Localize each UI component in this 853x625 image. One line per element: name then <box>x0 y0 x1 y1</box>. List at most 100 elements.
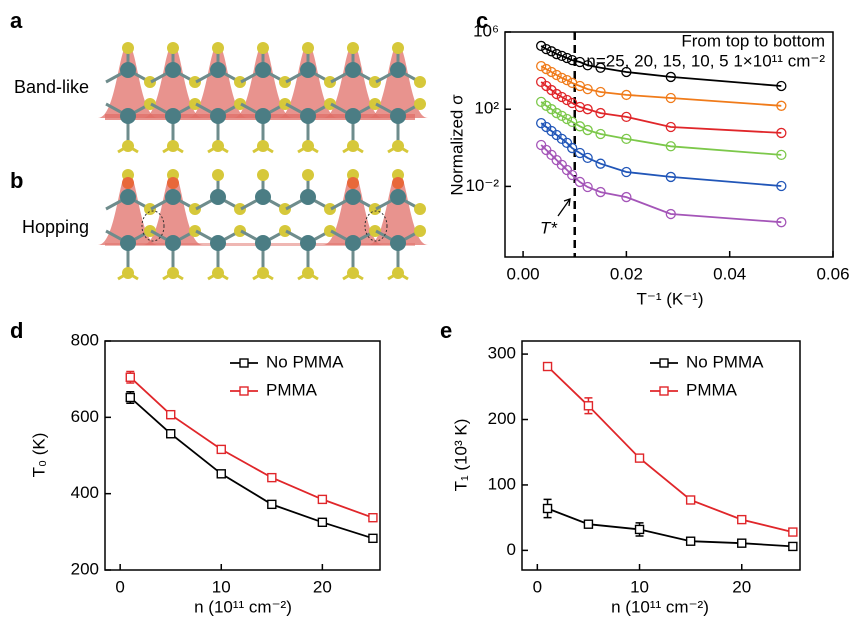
data-point <box>125 392 135 403</box>
x-axis-label: n (10¹¹ cm⁻²) <box>611 597 709 616</box>
data-point <box>583 519 594 529</box>
data-point <box>665 208 676 220</box>
series-line <box>540 45 782 87</box>
data-point <box>737 514 747 525</box>
panel-label: d <box>10 318 23 343</box>
data-point <box>776 217 787 228</box>
data-point <box>551 107 562 119</box>
data-point <box>634 524 645 535</box>
data-point <box>685 495 696 505</box>
y-tick-label: 200 <box>71 559 99 578</box>
band-like-diagram <box>98 40 428 154</box>
data-point <box>541 43 552 55</box>
diagram-caption: Hopping <box>22 217 89 237</box>
data-point <box>216 444 226 455</box>
series-line <box>129 396 374 540</box>
data-point <box>776 100 787 111</box>
data-point <box>166 429 176 439</box>
data-point <box>566 116 578 128</box>
data-point <box>536 40 547 52</box>
data-point <box>566 54 578 66</box>
plot-frame <box>521 340 801 571</box>
panel-label: c <box>476 8 488 33</box>
data-point <box>582 60 593 71</box>
data-point <box>566 169 578 181</box>
x-tick-label: 20 <box>313 577 332 596</box>
data-point <box>551 88 562 100</box>
y-axis-label: Normalized σ <box>447 94 466 196</box>
data-point <box>166 409 176 420</box>
data-point <box>595 107 606 119</box>
data-point <box>595 186 606 198</box>
data-point <box>583 401 594 411</box>
data-point <box>541 63 552 75</box>
data-point <box>665 171 676 183</box>
legend-label: No PMMA <box>266 352 344 371</box>
hopping-diagram <box>98 167 428 281</box>
y-tick-label: 10² <box>474 99 499 118</box>
y-axis-label: T₁ (10³ K) <box>451 419 470 492</box>
y-tick-label: 400 <box>71 483 99 502</box>
data-point <box>368 533 378 544</box>
data-point <box>317 494 328 505</box>
data-point <box>317 517 328 527</box>
annotation: n=25, 20, 15, 10, 5 1×10¹¹ cm⁻² <box>586 51 825 70</box>
data-point <box>546 66 557 78</box>
series-line <box>129 376 374 519</box>
x-tick-label: 0.00 <box>507 264 540 283</box>
annotation: From top to bottom <box>681 31 825 50</box>
data-point <box>556 110 567 122</box>
data-point <box>776 149 787 161</box>
data-point <box>595 62 606 73</box>
data-point <box>546 46 557 57</box>
panel-label: e <box>440 318 452 343</box>
x-tick-label: 20 <box>732 577 751 596</box>
legend-marker <box>239 358 249 368</box>
data-point <box>582 152 593 164</box>
legend-marker <box>659 358 669 368</box>
data-point <box>566 142 578 154</box>
data-point <box>551 69 562 81</box>
y-tick-label: 100 <box>488 474 516 493</box>
panel-label: a <box>10 8 23 33</box>
data-point <box>556 91 567 103</box>
legend-label: PMMA <box>686 380 738 399</box>
data-point <box>665 92 676 104</box>
data-point <box>595 86 606 98</box>
data-point <box>788 527 798 537</box>
diagram-caption: Band-like <box>14 77 89 97</box>
x-tick-label: 0.02 <box>610 264 643 283</box>
x-axis-label: T⁻¹ (K⁻¹) <box>636 289 703 308</box>
series-line <box>540 81 782 134</box>
data-point <box>595 158 606 169</box>
plot-frame <box>104 340 381 571</box>
data-point <box>536 61 547 72</box>
data-point <box>737 538 747 548</box>
legend-label: PMMA <box>266 380 318 399</box>
data-point <box>536 139 547 151</box>
y-tick-label: 10⁶ <box>473 21 499 40</box>
data-point <box>582 181 593 193</box>
x-tick-label: 0.04 <box>713 264 746 283</box>
data-point <box>542 361 553 372</box>
data-point <box>561 94 573 106</box>
y-tick-label: 0 <box>507 540 516 559</box>
data-point <box>685 536 696 546</box>
x-tick-label: 0 <box>115 577 124 596</box>
data-point <box>551 48 562 60</box>
y-tick-label: 600 <box>71 407 99 426</box>
data-point <box>665 141 676 152</box>
legend-marker <box>659 386 669 396</box>
data-point <box>621 89 632 101</box>
data-point <box>621 66 632 78</box>
x-tick-label: 0.06 <box>816 264 849 283</box>
y-tick-label: 200 <box>488 409 516 428</box>
y-tick-label: 800 <box>71 330 99 349</box>
x-tick-label: 10 <box>212 577 231 596</box>
data-point <box>556 72 567 84</box>
data-point <box>665 71 676 83</box>
data-point <box>776 127 787 139</box>
data-point <box>574 147 586 159</box>
annotation: T* <box>540 218 558 237</box>
legend-marker <box>239 386 249 396</box>
